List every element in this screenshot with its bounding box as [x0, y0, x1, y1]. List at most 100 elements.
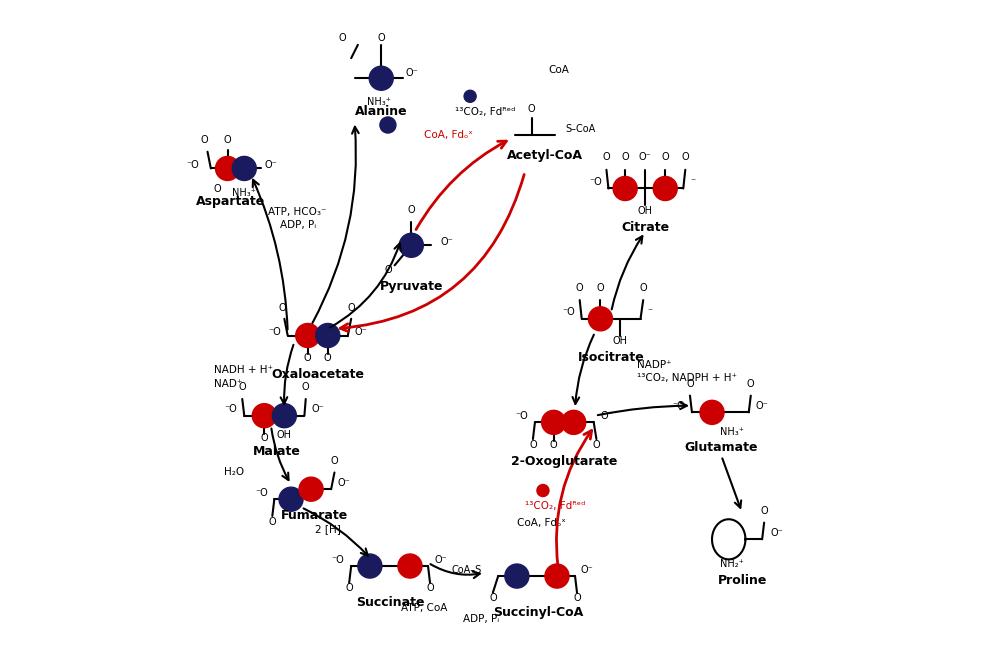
Text: O⁻: O⁻	[355, 327, 368, 337]
Text: Oxaloacetate: Oxaloacetate	[271, 368, 365, 380]
Text: ATP, CoA: ATP, CoA	[401, 603, 448, 613]
Text: O: O	[621, 152, 629, 162]
Text: O: O	[268, 517, 276, 527]
Text: O: O	[304, 353, 312, 363]
Text: O: O	[213, 184, 221, 194]
Circle shape	[370, 66, 393, 91]
Text: ¹³CO₂, Fdᴿᵉᵈ: ¹³CO₂, Fdᴿᵉᵈ	[525, 501, 585, 511]
Text: Isocitrate: Isocitrate	[578, 351, 645, 364]
Text: OH: OH	[613, 336, 628, 346]
Text: CoA, Fdₒˣ: CoA, Fdₒˣ	[424, 130, 473, 140]
Text: O: O	[549, 440, 557, 450]
Text: O: O	[260, 433, 268, 443]
Text: NH₃⁺: NH₃⁺	[721, 427, 744, 437]
Text: Malate: Malate	[253, 446, 300, 458]
Circle shape	[399, 234, 424, 257]
Text: O: O	[345, 583, 353, 593]
Text: O: O	[593, 440, 601, 450]
Text: OH: OH	[277, 430, 292, 440]
Text: ADP, Pᵢ: ADP, Pᵢ	[279, 220, 316, 230]
Text: ⁻O: ⁻O	[268, 327, 281, 337]
Text: O: O	[330, 456, 338, 466]
Text: O: O	[384, 265, 392, 275]
Text: O: O	[528, 103, 536, 113]
Text: O⁻: O⁻	[405, 68, 418, 78]
Text: O⁻: O⁻	[580, 565, 593, 575]
Text: O: O	[224, 135, 231, 145]
Circle shape	[589, 307, 612, 331]
Text: O: O	[278, 303, 286, 313]
Circle shape	[279, 487, 303, 511]
Text: O: O	[408, 205, 415, 215]
Circle shape	[379, 117, 396, 133]
Text: O: O	[339, 34, 346, 44]
Text: Aspartate: Aspartate	[197, 195, 265, 209]
Text: Fumarate: Fumarate	[281, 509, 348, 523]
Text: ⁻O: ⁻O	[331, 555, 344, 565]
Text: O: O	[239, 382, 246, 393]
Text: ⁻: ⁻	[647, 307, 653, 317]
Circle shape	[272, 404, 297, 427]
Text: O: O	[597, 282, 605, 293]
Text: ¹³CO₂, Fdᴿᵉᵈ: ¹³CO₂, Fdᴿᵉᵈ	[454, 107, 515, 117]
Text: CoA, Fdₒˣ: CoA, Fdₒˣ	[517, 517, 566, 527]
Text: OH: OH	[638, 206, 653, 216]
Text: 2 [H]: 2 [H]	[315, 524, 341, 534]
Circle shape	[253, 404, 276, 427]
Text: O⁻: O⁻	[338, 478, 351, 488]
Circle shape	[613, 176, 637, 201]
Text: CoA–S: CoA–S	[451, 565, 482, 575]
Text: O⁻: O⁻	[639, 152, 652, 162]
Text: NH₂⁺: NH₂⁺	[721, 560, 744, 570]
Circle shape	[232, 156, 257, 180]
Text: Succinyl-CoA: Succinyl-CoA	[493, 607, 583, 619]
Text: ⁻O: ⁻O	[225, 405, 238, 415]
Text: Proline: Proline	[718, 574, 767, 587]
Text: 2-Oxoglutarate: 2-Oxoglutarate	[511, 455, 617, 468]
Text: ⁻O: ⁻O	[589, 177, 602, 187]
Circle shape	[654, 176, 677, 201]
Text: NADP⁺: NADP⁺	[637, 360, 671, 370]
Text: O: O	[639, 282, 647, 293]
Text: O: O	[603, 152, 610, 162]
Text: ADP, Pᵢ: ADP, Pᵢ	[463, 615, 499, 625]
Text: O: O	[662, 152, 669, 162]
Text: Glutamate: Glutamate	[684, 441, 758, 454]
Text: O: O	[489, 593, 496, 603]
Text: CoA: CoA	[548, 64, 569, 74]
Circle shape	[542, 411, 565, 434]
Text: O: O	[576, 282, 584, 293]
Text: O: O	[760, 506, 768, 516]
Text: ⁻O: ⁻O	[186, 160, 199, 170]
Text: O: O	[324, 353, 331, 363]
Text: NADH + H⁺: NADH + H⁺	[214, 365, 273, 375]
Text: O⁻: O⁻	[771, 528, 783, 538]
Circle shape	[505, 564, 529, 588]
Text: Pyruvate: Pyruvate	[379, 280, 443, 293]
Text: NAD⁺: NAD⁺	[214, 378, 243, 389]
Text: O: O	[747, 379, 755, 389]
Text: O⁻: O⁻	[434, 555, 447, 565]
Circle shape	[537, 484, 549, 497]
Text: Citrate: Citrate	[621, 221, 669, 234]
Circle shape	[545, 564, 569, 588]
Text: NH₃⁺: NH₃⁺	[232, 189, 257, 199]
Circle shape	[296, 323, 319, 348]
Text: O: O	[427, 583, 434, 593]
Circle shape	[215, 156, 240, 180]
Text: O: O	[201, 135, 208, 145]
Text: O: O	[686, 379, 694, 389]
Text: Acetyl-CoA: Acetyl-CoA	[507, 148, 583, 162]
Text: O: O	[302, 382, 310, 393]
Text: Alanine: Alanine	[355, 105, 408, 118]
Circle shape	[700, 401, 724, 424]
Circle shape	[358, 554, 382, 578]
Text: ⁻O: ⁻O	[562, 307, 575, 317]
Circle shape	[398, 554, 422, 578]
Text: ⁻O: ⁻O	[255, 488, 267, 498]
Text: O⁻: O⁻	[264, 160, 277, 170]
Circle shape	[299, 477, 323, 501]
Text: H₂O: H₂O	[224, 468, 245, 478]
Circle shape	[316, 323, 340, 348]
Text: ¹³CO₂, NADPH + H⁺: ¹³CO₂, NADPH + H⁺	[637, 373, 737, 383]
